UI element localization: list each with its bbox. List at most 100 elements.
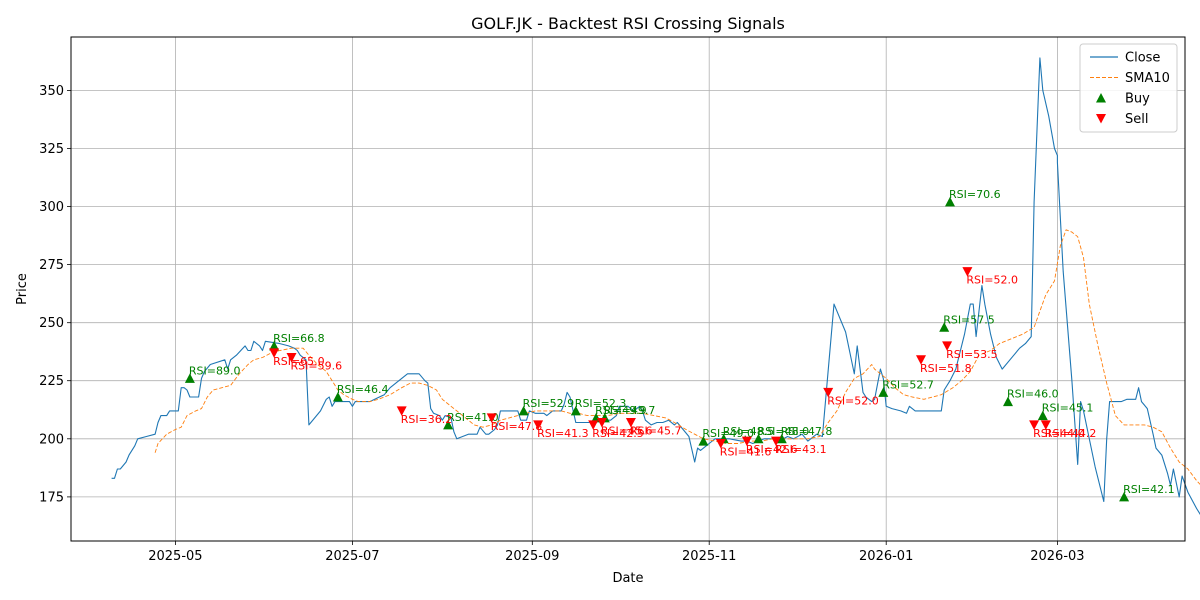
y-tick-label: 325 [39,142,64,157]
sell-signal-label: RSI=47.8 [491,420,543,433]
y-axis-title: Price [15,273,30,305]
legend-label: Buy [1125,92,1150,107]
buy-signal-marker [1037,410,1048,421]
sell-signal-label: RSI=41.6 [720,446,772,459]
sell-signal-label: RSI=44.2 [1045,427,1097,440]
sell-signal-label: RSI=42.5 [592,427,644,440]
y-tick-label: 200 [39,432,64,447]
sell-signal-marker [486,413,497,423]
legend-label: Sell [1125,112,1148,127]
sma10-series-line [154,229,1200,485]
buy-signal-label: RSI=52.3 [575,397,627,410]
buy-signal-label: RSI=49.7 [604,404,656,417]
legend-box [1079,43,1178,133]
buy-signal-label: RSI=46.0 [1007,388,1059,401]
y-tick-label: 250 [39,316,64,331]
x-tick-label: 2026-03 [1030,549,1084,564]
buy-signal-marker [443,419,454,430]
sell-signal-label: RSI=36.2 [401,413,453,426]
buy-signal-label: RSI=48.0 [758,425,810,438]
buy-signal-label: RSI=49.0 [702,427,754,440]
buy-signal-marker [332,392,343,402]
sell-signal-label: RSI=65.0 [273,355,325,368]
buy-signal-label: RSI=70.6 [949,188,1001,201]
buy-signal-label: RSI=42.1 [1123,483,1175,496]
chart-title: GOLF.JK - Backtest RSI Crossing Signals [471,14,785,33]
x-tick-label: 2025-09 [505,549,559,564]
sell-signal-marker [533,420,544,430]
sell-signal-label: RSI=53.5 [946,348,998,361]
sell-signal-marker [741,436,752,447]
buy-signal-marker [570,405,581,416]
buy-signal-label: RSI=45.1 [1042,402,1094,415]
x-tick-label: 2025-11 [682,549,736,564]
buy-signal-marker [753,433,764,444]
sell-signal-marker [396,406,407,416]
sell-signal-label: RSI=52.0 [966,274,1018,287]
sell-signal-label: RSI=44.0 [1033,427,1085,440]
grid [71,37,1185,541]
sell-signal-marker [269,348,280,358]
buy-signal-label: RSI=49.9 [595,404,647,417]
buy-signal-marker [1119,491,1130,502]
buy-signal-label: RSI=89.0 [189,364,241,377]
sell-signal-marker [771,436,781,447]
buy-signal-label: RSI=48.5 [723,425,775,438]
buy-signal-marker [184,373,195,383]
plot-frame [70,36,1186,542]
sell-signal-marker [942,341,953,351]
series-layer [111,57,1200,515]
buy-signal-marker [776,433,787,444]
sell-signal-label: RSI=45.7 [630,425,682,438]
sell-signal-label: RSI=43.1 [775,443,827,456]
y-tick-label: 275 [39,258,64,273]
sell-signal-label: RSI=59.6 [291,360,343,373]
buy-signal-label: RSI=66.8 [273,332,325,345]
x-tick-label: 2025-05 [148,549,202,564]
buy-signal-marker [269,340,280,351]
sell-signal-marker [1029,420,1040,430]
x-tick-label: 2026-01 [859,549,913,564]
sell-signal-label: RSI=41.3 [537,427,589,440]
sell-signal-marker [625,418,636,428]
sell-signal-label: RSI=42.6 [746,443,798,456]
sell-signal-marker [823,387,834,398]
x-axis: 2025-05 2025-07 2025-09 2025-11 2026-01 2026-… [148,541,1085,564]
sell-signal-label: RSI=52.0 [827,394,879,407]
x-tick-label: 2025-07 [325,549,379,564]
sell-signal-marker [286,353,297,363]
buy-signal-label: RSI=46.4 [337,383,389,396]
buy-signal-marker [878,387,889,397]
signal-layer: RSI=89.0 RSI=66.8 RSI=46.4 RSI=41.0 RSI=52.9… [184,188,1175,502]
sell-signal-marker [962,267,973,277]
buy-signal-label: RSI=57.5 [943,313,995,326]
y-tick-label: 225 [39,374,64,389]
legend-buy-swatch [1096,93,1106,103]
sell-signal-marker [715,439,726,449]
buy-signal-marker [518,405,529,416]
close-series-line [111,57,1200,515]
y-tick-label: 300 [39,200,64,215]
buy-signal-label: RSI=52.9 [523,397,575,410]
legend-sell-swatch [1096,114,1106,124]
sell-signal-label: RSI=51.8 [920,362,972,375]
sell-signal-label: RSI=45.6 [601,425,653,438]
sell-signal-marker [596,418,607,428]
buy-signal-marker [945,196,955,207]
x-axis-title: Date [612,571,643,586]
legend: Close SMA10 Buy Sell [1079,43,1178,133]
buy-signal-label: RSI=52.7 [882,378,934,391]
sell-signal-marker [1040,420,1051,430]
buy-signal-label: RSI=47.8 [781,425,833,438]
buy-signal-label: RSI=41.0 [447,411,499,424]
buy-signal-marker [1003,396,1013,407]
y-tick-label: 175 [39,490,64,505]
buy-signal-marker [698,436,709,446]
legend-label: SMA10 [1125,71,1170,86]
legend-label: Close [1125,51,1160,66]
y-tick-label: 350 [39,84,64,99]
sell-signal-marker [916,355,926,365]
sell-signal-marker [588,420,599,430]
